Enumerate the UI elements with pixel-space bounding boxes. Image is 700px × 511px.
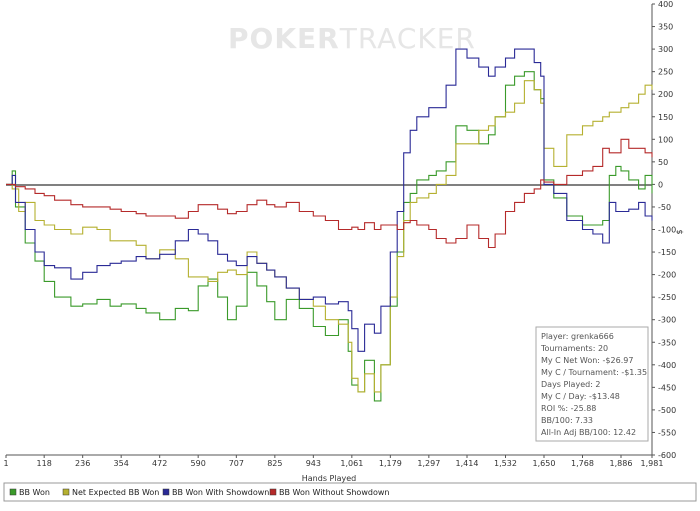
- x-tick-label: 825: [267, 459, 282, 468]
- x-tick-label: 472: [152, 459, 167, 468]
- stats-roi: ROI %: -25.88: [541, 404, 596, 413]
- series-line-2: [6, 48, 653, 352]
- x-tick-label: 1,886: [610, 459, 633, 468]
- stats-allin-adj: All-In Adj BB/100: 12.42: [541, 428, 636, 437]
- x-tick-label: 1,981: [641, 459, 664, 468]
- y-tick-label: 200: [658, 90, 673, 99]
- x-tick-label: 1,532: [494, 459, 517, 468]
- stats-tournaments: Tournaments: 20: [540, 344, 608, 353]
- series-line-3: [6, 138, 653, 249]
- stats-per-tournament: My C / Tournament: -$1.35: [541, 368, 647, 377]
- legend: BB Won Net Expected BB Won BB Won With Sho…: [3, 482, 697, 502]
- watermark-logo: POKERTRACKER: [228, 22, 476, 55]
- y-tick-label: -600: [658, 451, 676, 460]
- legend-swatch: [62, 488, 70, 496]
- x-tick-label: 590: [191, 459, 206, 468]
- stats-days-played: Days Played: 2: [541, 380, 601, 389]
- series-lines: [6, 48, 653, 402]
- y-axis-title: $: [675, 229, 684, 234]
- legend-label: BB Won Without Showdown: [279, 488, 389, 497]
- y-tick-label: 250: [658, 68, 673, 77]
- y-tick-label: -400: [658, 361, 676, 370]
- y-tick-label: 150: [658, 113, 673, 122]
- y-tick-label: -150: [658, 248, 676, 257]
- x-axis-ticks: 1 118 236 354 472 590 707 825 943 1,061 1,179 1,297…: [3, 455, 663, 468]
- y-tick-label: -250: [658, 293, 676, 302]
- y-tick-label: -200: [658, 271, 676, 280]
- y-tick-label: 400: [658, 0, 673, 9]
- stats-box: Player: grenka666 Tournaments: 20 My C N…: [535, 326, 649, 442]
- x-tick-label: 1,061: [340, 459, 363, 468]
- x-tick-label: 707: [229, 459, 244, 468]
- stats-player: Player: grenka666: [541, 332, 614, 341]
- x-tick-label: 1,179: [379, 459, 402, 468]
- y-tick-label: -500: [658, 406, 676, 415]
- x-tick-label: 1,297: [417, 459, 440, 468]
- x-tick-label: 118: [37, 459, 52, 468]
- y-tick-label: -350: [658, 338, 676, 347]
- legend-swatch: [269, 488, 277, 496]
- y-tick-label: -50: [658, 203, 671, 212]
- x-axis-title: Hands Played: [302, 474, 356, 483]
- legend-label: BB Won With Showdown: [172, 488, 269, 497]
- legend-label: BB Won: [19, 488, 50, 497]
- y-tick-label: 350: [658, 23, 673, 32]
- stats-net-won: My C Net Won: -$26.97: [541, 356, 633, 365]
- x-tick-label: 1,650: [533, 459, 556, 468]
- x-tick-label: 1,414: [456, 459, 479, 468]
- y-tick-label: 50: [658, 158, 668, 167]
- legend-label: Net Expected BB Won: [72, 488, 159, 497]
- stats-bb100: BB/100: 7.33: [541, 416, 593, 425]
- y-tick-label: 0: [658, 180, 663, 189]
- stats-per-day: My C / Day: -$13.48: [541, 392, 620, 401]
- legend-swatch: [162, 488, 170, 496]
- y-tick-label: -300: [658, 316, 676, 325]
- series-line-1: [6, 80, 653, 393]
- y-tick-label: -450: [658, 383, 676, 392]
- y-tick-label: 300: [658, 45, 673, 54]
- x-tick-label: 354: [114, 459, 129, 468]
- y-tick-label: 100: [658, 135, 673, 144]
- y-tick-label: -100: [658, 226, 676, 235]
- x-tick-label: 943: [306, 459, 321, 468]
- x-tick-label: 1: [3, 459, 8, 468]
- y-tick-label: -550: [658, 428, 676, 437]
- y-axis-ticks: 400 350 300 250 200 150 100 50 0 -50 -100 -150 -200 -…: [652, 0, 676, 460]
- x-tick-label: 236: [75, 459, 90, 468]
- x-tick-label: 1,768: [571, 459, 594, 468]
- legend-swatch: [9, 488, 17, 496]
